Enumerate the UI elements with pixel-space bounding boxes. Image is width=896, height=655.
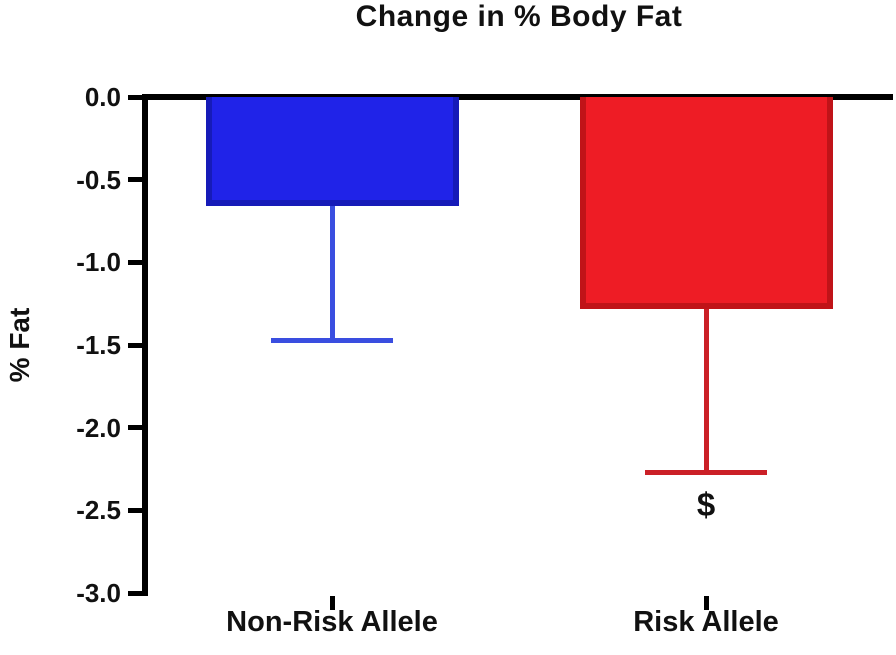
significance-annotation: $ — [696, 486, 716, 524]
y-tick-mark — [128, 177, 142, 183]
x-axis-baseline — [142, 94, 893, 100]
data-bar-non-risk-allele — [205, 97, 459, 207]
y-tick-mark — [128, 507, 142, 513]
y-tick-label: -1.0 — [76, 247, 121, 278]
x-tick-mark — [329, 596, 335, 610]
data-bar-risk-allele — [579, 97, 833, 309]
y-tick-mark — [128, 259, 142, 265]
plot-area: 0.0 -0.5 -1.0 -1.5 -2.0 -2.5 -3.0 $ — [76, 82, 893, 610]
y-tick-mark — [128, 425, 142, 431]
error-bar-line — [329, 206, 335, 341]
y-tick-mark — [128, 342, 142, 348]
error-bar-line — [703, 308, 709, 473]
y-tick-mark — [128, 94, 142, 100]
x-category-label: Risk Allele — [633, 606, 779, 638]
x-category-label: Non-Risk Allele — [226, 606, 438, 638]
y-tick-mark — [128, 590, 142, 596]
y-tick-label: -0.5 — [76, 164, 121, 195]
chart-title: Change in % Body Fat — [355, 0, 683, 33]
error-bar-cap — [271, 337, 393, 343]
y-tick-label: -1.5 — [76, 330, 121, 360]
y-tick-label: -2.5 — [76, 495, 121, 526]
y-axis-spine — [142, 94, 148, 596]
error-bar-cap — [645, 469, 767, 475]
y-tick-label: -2.0 — [76, 412, 121, 443]
x-tick-mark — [703, 596, 709, 610]
y-tick-label: 0.0 — [84, 82, 121, 112]
y-tick-label: -3.0 — [76, 578, 121, 608]
